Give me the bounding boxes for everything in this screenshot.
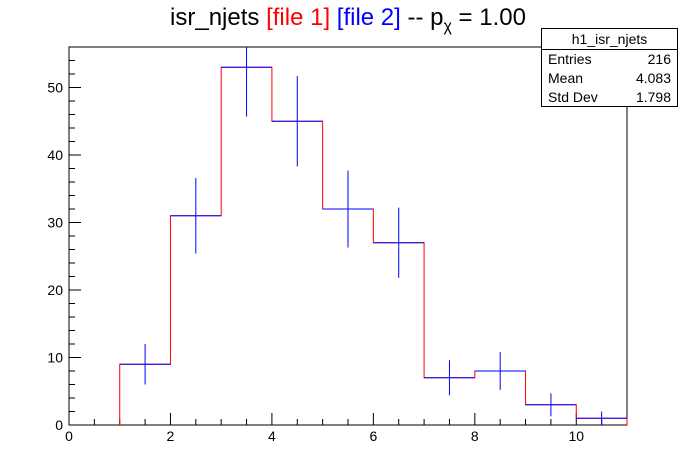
file2-point	[221, 47, 272, 117]
x-tick-label: 0	[65, 428, 73, 444]
file2-point	[373, 207, 425, 278]
y-tick-label: 10	[47, 350, 63, 366]
file2-point	[576, 411, 627, 425]
stats-label: Std Dev	[548, 89, 598, 105]
y-tick-label: 20	[47, 282, 63, 298]
file2-point	[525, 393, 577, 417]
x-tick-label: 2	[167, 428, 175, 444]
title-sep: -- p	[407, 4, 444, 31]
file2-point	[424, 360, 475, 396]
stats-label: Mean	[548, 70, 584, 86]
y-tick-label: 0	[55, 417, 63, 433]
chart-title: isr_njets [file 1] [file 2] -- pχ = 1.00	[0, 0, 696, 40]
stats-value: 216	[647, 51, 671, 67]
x-tick-label: 10	[568, 428, 584, 444]
title-value: = 1.00	[451, 4, 526, 31]
stats-row-stddev: Std Dev 1.798	[542, 88, 677, 107]
stats-name: h1_isr_njets	[542, 29, 677, 50]
file2-point	[170, 177, 222, 254]
file2-point	[474, 352, 526, 390]
stats-label: Entries	[548, 51, 592, 67]
title-sub: χ	[443, 18, 452, 35]
stats-value: 1.798	[635, 89, 671, 105]
y-tick-label: 50	[47, 80, 63, 96]
title-file1: [file 1]	[266, 4, 331, 31]
file2-point	[322, 170, 374, 248]
x-tick-label: 6	[369, 428, 377, 444]
stats-row-entries: Entries 216	[542, 50, 677, 69]
x-tick-label: 4	[268, 428, 276, 444]
stats-row-mean: Mean 4.083	[542, 69, 677, 88]
title-file2: [file 2]	[336, 4, 401, 31]
x-tick-label: 8	[471, 428, 479, 444]
title-main: isr_njets	[170, 4, 260, 31]
stats-value: 4.083	[635, 70, 671, 86]
stats-box: h1_isr_njets Entries 216 Mean 4.083 Std …	[541, 28, 678, 107]
y-tick-label: 40	[47, 147, 63, 163]
file2-point	[271, 76, 323, 167]
file2-point	[119, 344, 171, 385]
y-tick-label: 30	[47, 215, 63, 231]
